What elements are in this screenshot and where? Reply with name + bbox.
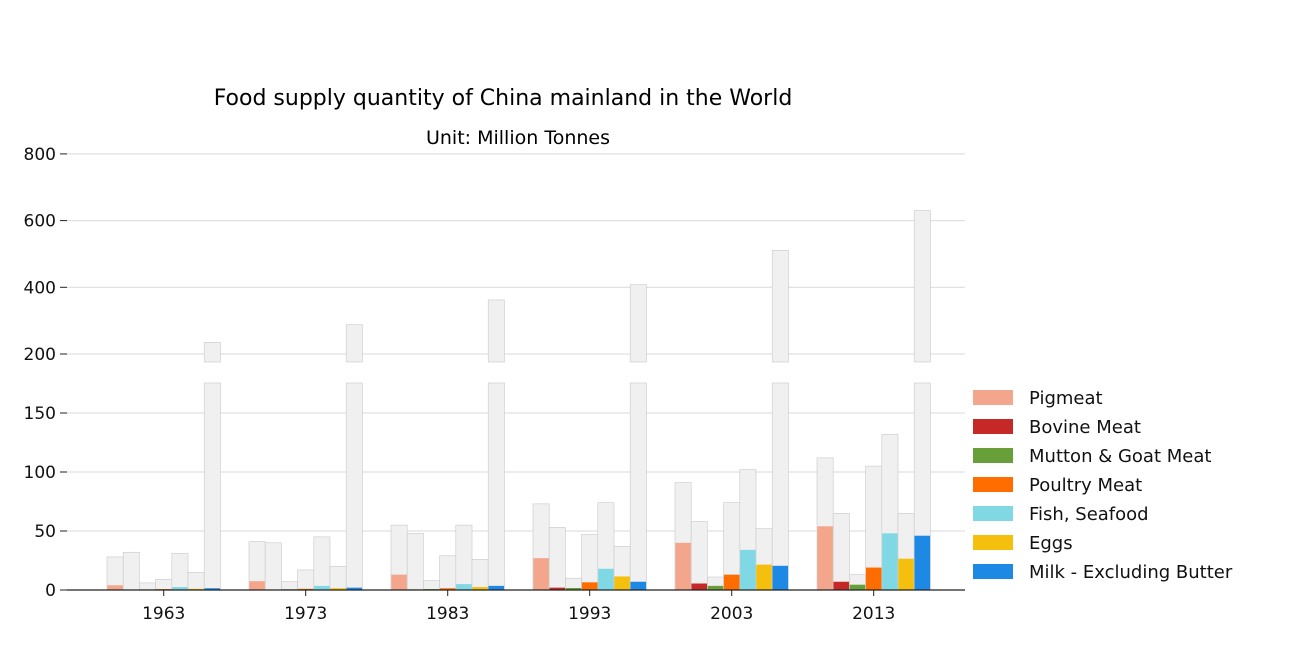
bars — [107, 211, 930, 590]
world-bar — [772, 383, 788, 590]
china-bar — [582, 582, 598, 590]
china-bar — [249, 581, 265, 590]
x-tick-label: 2003 — [710, 604, 753, 624]
world-bar — [298, 570, 314, 590]
world-bar — [472, 559, 488, 590]
legend-swatch — [973, 564, 1013, 579]
y-tick-label: 600 — [24, 212, 56, 232]
legend-swatch — [973, 419, 1013, 434]
legend-swatch — [973, 390, 1013, 405]
china-bar — [740, 550, 756, 590]
world-bar — [204, 383, 220, 590]
china-bar — [882, 533, 898, 590]
world-bar — [407, 533, 423, 590]
world-bar — [107, 557, 123, 590]
world-bar — [914, 211, 930, 362]
world-bar — [314, 537, 330, 590]
world-bar — [691, 522, 707, 590]
world-bar — [346, 325, 362, 362]
legend-label: Fish, Seafood — [1029, 504, 1149, 525]
china-bar — [915, 536, 931, 590]
world-bar — [549, 527, 565, 590]
world-bar — [139, 583, 155, 590]
china-bar — [756, 565, 772, 590]
y-tick-label: 50 — [34, 522, 56, 542]
legend-swatch — [973, 477, 1013, 492]
china-bar — [314, 586, 330, 590]
china-bar — [692, 584, 708, 590]
y-tick-label: 200 — [24, 345, 56, 365]
world-bar — [346, 383, 362, 590]
china-bar — [834, 582, 850, 590]
world-bar — [630, 285, 646, 362]
y-tick-label: 0 — [45, 581, 56, 601]
world-bar — [440, 556, 456, 590]
china-bar — [817, 526, 833, 590]
world-bar — [172, 553, 188, 590]
y-tick-label: 100 — [24, 463, 56, 483]
world-bar — [123, 552, 139, 590]
legend-label: Milk - Excluding Butter — [1029, 562, 1233, 583]
world-bar — [456, 525, 472, 590]
china-bar — [866, 568, 882, 590]
legend-swatch — [973, 535, 1013, 550]
china-bar — [708, 586, 724, 590]
china-bar — [533, 558, 549, 590]
world-bar — [488, 383, 504, 590]
legend: Pigmeat Bovine Meat Mutton & Goat Meat Poul… — [973, 388, 1233, 583]
china-bar — [773, 566, 789, 590]
legend-label: Eggs — [1029, 533, 1073, 554]
china-bar — [489, 586, 505, 590]
world-bar — [330, 566, 346, 590]
legend-swatch — [973, 448, 1013, 463]
legend-swatch — [973, 506, 1013, 521]
world-bar — [630, 383, 646, 590]
x-tick-label: 1993 — [568, 604, 611, 624]
world-bar — [488, 300, 504, 362]
china-bar — [724, 575, 740, 590]
china-bar — [598, 569, 614, 590]
world-bar — [156, 579, 172, 590]
x-tick-label: 2013 — [852, 604, 895, 624]
china-bar — [675, 543, 691, 590]
world-bar — [204, 342, 220, 362]
china-bar — [107, 585, 123, 590]
world-bar — [423, 581, 439, 590]
china-bar — [898, 559, 914, 590]
world-bar — [772, 250, 788, 362]
china-bar — [631, 582, 647, 590]
y-tick-label: 150 — [24, 404, 56, 424]
legend-label: Pigmeat — [1029, 388, 1103, 409]
world-bar — [582, 535, 598, 590]
x-tick-label: 1963 — [142, 604, 185, 624]
world-bar — [281, 582, 297, 590]
legend-label: Poultry Meat — [1029, 475, 1142, 496]
world-bar — [833, 513, 849, 590]
china-bar — [850, 585, 866, 590]
x-tick-label: 1983 — [426, 604, 469, 624]
chart-subtitle: Unit: Million Tonnes — [426, 127, 610, 149]
legend-label: Bovine Meat — [1029, 417, 1141, 438]
x-tick-label: 1973 — [284, 604, 327, 624]
world-bar — [188, 572, 204, 590]
world-bar — [265, 543, 281, 590]
y-tick-label: 400 — [24, 278, 56, 298]
chart-title: Food supply quantity of China mainland i… — [214, 86, 793, 111]
legend-label: Mutton & Goat Meat — [1029, 446, 1211, 467]
china-bar — [391, 575, 407, 590]
china-bar — [456, 584, 472, 590]
y-tick-label: 800 — [24, 145, 56, 165]
china-bar — [614, 576, 630, 590]
